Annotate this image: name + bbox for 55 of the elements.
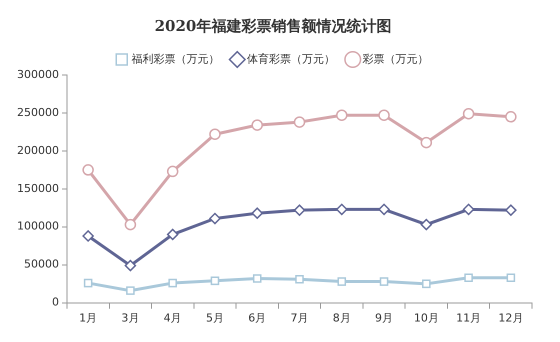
point (166, 228, 178, 240)
point (380, 277, 388, 286)
x-tick-label: 8月 (332, 311, 351, 324)
point (336, 204, 348, 216)
point (210, 276, 220, 286)
point (422, 280, 431, 288)
y-tick-label: 150000 (16, 182, 59, 195)
x-tick-label: 9月 (375, 311, 394, 324)
point (337, 277, 346, 286)
point (420, 136, 432, 148)
point (82, 230, 94, 242)
point (294, 204, 306, 216)
point (126, 286, 135, 295)
legend-label: 福利彩票（万元） (131, 52, 220, 66)
point (378, 109, 390, 121)
y-tick-label: 50000 (24, 258, 59, 271)
point (378, 204, 390, 216)
point (124, 260, 136, 272)
y-tick-label: 250000 (16, 106, 59, 119)
x-tick-label: 6月 (248, 311, 266, 324)
point (209, 128, 221, 140)
point (251, 207, 263, 219)
point (251, 119, 263, 131)
point (209, 212, 221, 224)
x-tick-label: 10月 (414, 311, 439, 324)
y-tick-label: 200000 (16, 144, 59, 157)
point (420, 218, 432, 230)
point (464, 273, 473, 282)
point (84, 278, 92, 288)
point (505, 111, 517, 123)
chart-title: 2020年福建彩票销售额情况统计图 (154, 16, 392, 35)
point (462, 204, 474, 216)
legend-label: 彩票（万元） (362, 52, 428, 66)
point (294, 116, 306, 128)
legend-label: 体育彩票（万元） (246, 52, 335, 66)
x-tick-label: 11月 (456, 311, 482, 324)
y-tick-label: 300000 (16, 68, 59, 81)
point (295, 274, 304, 284)
x-tick-label: 4月 (164, 311, 182, 324)
x-tick-label: 3月 (121, 311, 140, 324)
point (166, 166, 178, 178)
point (336, 109, 348, 121)
x-tick-label: 1月 (79, 311, 98, 324)
point (506, 273, 516, 282)
x-tick-label: 5月 (206, 311, 224, 324)
point (252, 274, 262, 283)
point (462, 108, 474, 120)
point (505, 204, 517, 216)
y-tick-label: 0 (52, 296, 59, 309)
point (124, 218, 136, 230)
y-tick-label: 100000 (16, 220, 59, 233)
x-tick-label: 12月 (498, 311, 524, 324)
point (82, 164, 94, 176)
point (168, 278, 177, 288)
x-tick-label: 7月 (290, 311, 308, 324)
